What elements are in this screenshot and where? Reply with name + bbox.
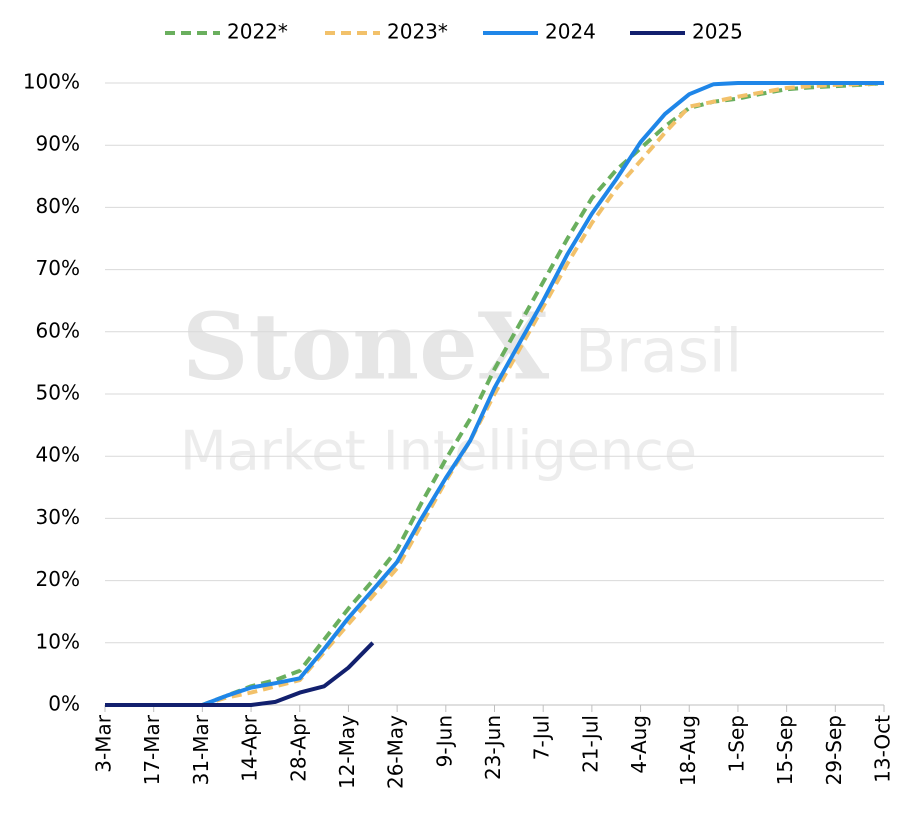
legend-label: 2024 xyxy=(545,20,596,44)
x-tick-label: 13-Oct xyxy=(871,715,895,783)
x-tick-label: 23-Jun xyxy=(481,715,505,780)
legend-label: 2025 xyxy=(692,20,743,44)
y-tick-label: 10% xyxy=(36,629,80,653)
x-tick-label: 9-Jun xyxy=(432,715,456,767)
legend-item: 2023* xyxy=(325,20,448,44)
x-tick-label: 12-May xyxy=(335,715,359,789)
y-tick-label: 80% xyxy=(36,194,80,218)
legend-item: 2024 xyxy=(483,20,596,44)
x-tick-label: 28-Apr xyxy=(286,714,310,782)
y-tick-label: 20% xyxy=(36,567,80,591)
y-tick-label: 100% xyxy=(23,70,80,94)
y-tick-label: 30% xyxy=(36,505,80,529)
legend-label: 2022* xyxy=(227,20,288,44)
series-line xyxy=(105,641,375,707)
x-tick-label: 26-May xyxy=(384,715,408,789)
x-tick-label: 4-Aug xyxy=(627,715,651,774)
y-tick-label: 70% xyxy=(36,256,80,280)
x-tick-label: 15-Sep xyxy=(773,715,797,785)
watermark-region: Brasil xyxy=(575,317,742,387)
x-tick-label: 14-Apr xyxy=(238,714,262,782)
x-tick-label: 18-Aug xyxy=(676,715,700,786)
x-tick-label: 1-Sep xyxy=(724,715,748,773)
x-tick-label: 7-Jul xyxy=(530,715,554,760)
y-tick-label: 50% xyxy=(36,381,80,405)
legend-item: 2022* xyxy=(165,20,288,44)
series-line xyxy=(105,81,885,707)
y-tick-label: 40% xyxy=(36,443,80,467)
series-line xyxy=(105,81,884,707)
y-tick-label: 60% xyxy=(36,318,80,342)
x-tick-label: 21-Jul xyxy=(578,715,602,773)
x-tick-label: 3-Mar xyxy=(92,714,116,772)
watermark-subtitle: Market Intelligence xyxy=(180,420,697,483)
legend-item: 2025 xyxy=(630,20,743,44)
x-tick-label: 17-Mar xyxy=(140,714,164,785)
x-tick-label: 31-Mar xyxy=(189,714,213,785)
y-tick-label: 90% xyxy=(36,132,80,156)
x-tick-label: 29-Sep xyxy=(822,715,846,785)
y-tick-label: 0% xyxy=(48,692,80,716)
legend-label: 2023* xyxy=(387,20,448,44)
